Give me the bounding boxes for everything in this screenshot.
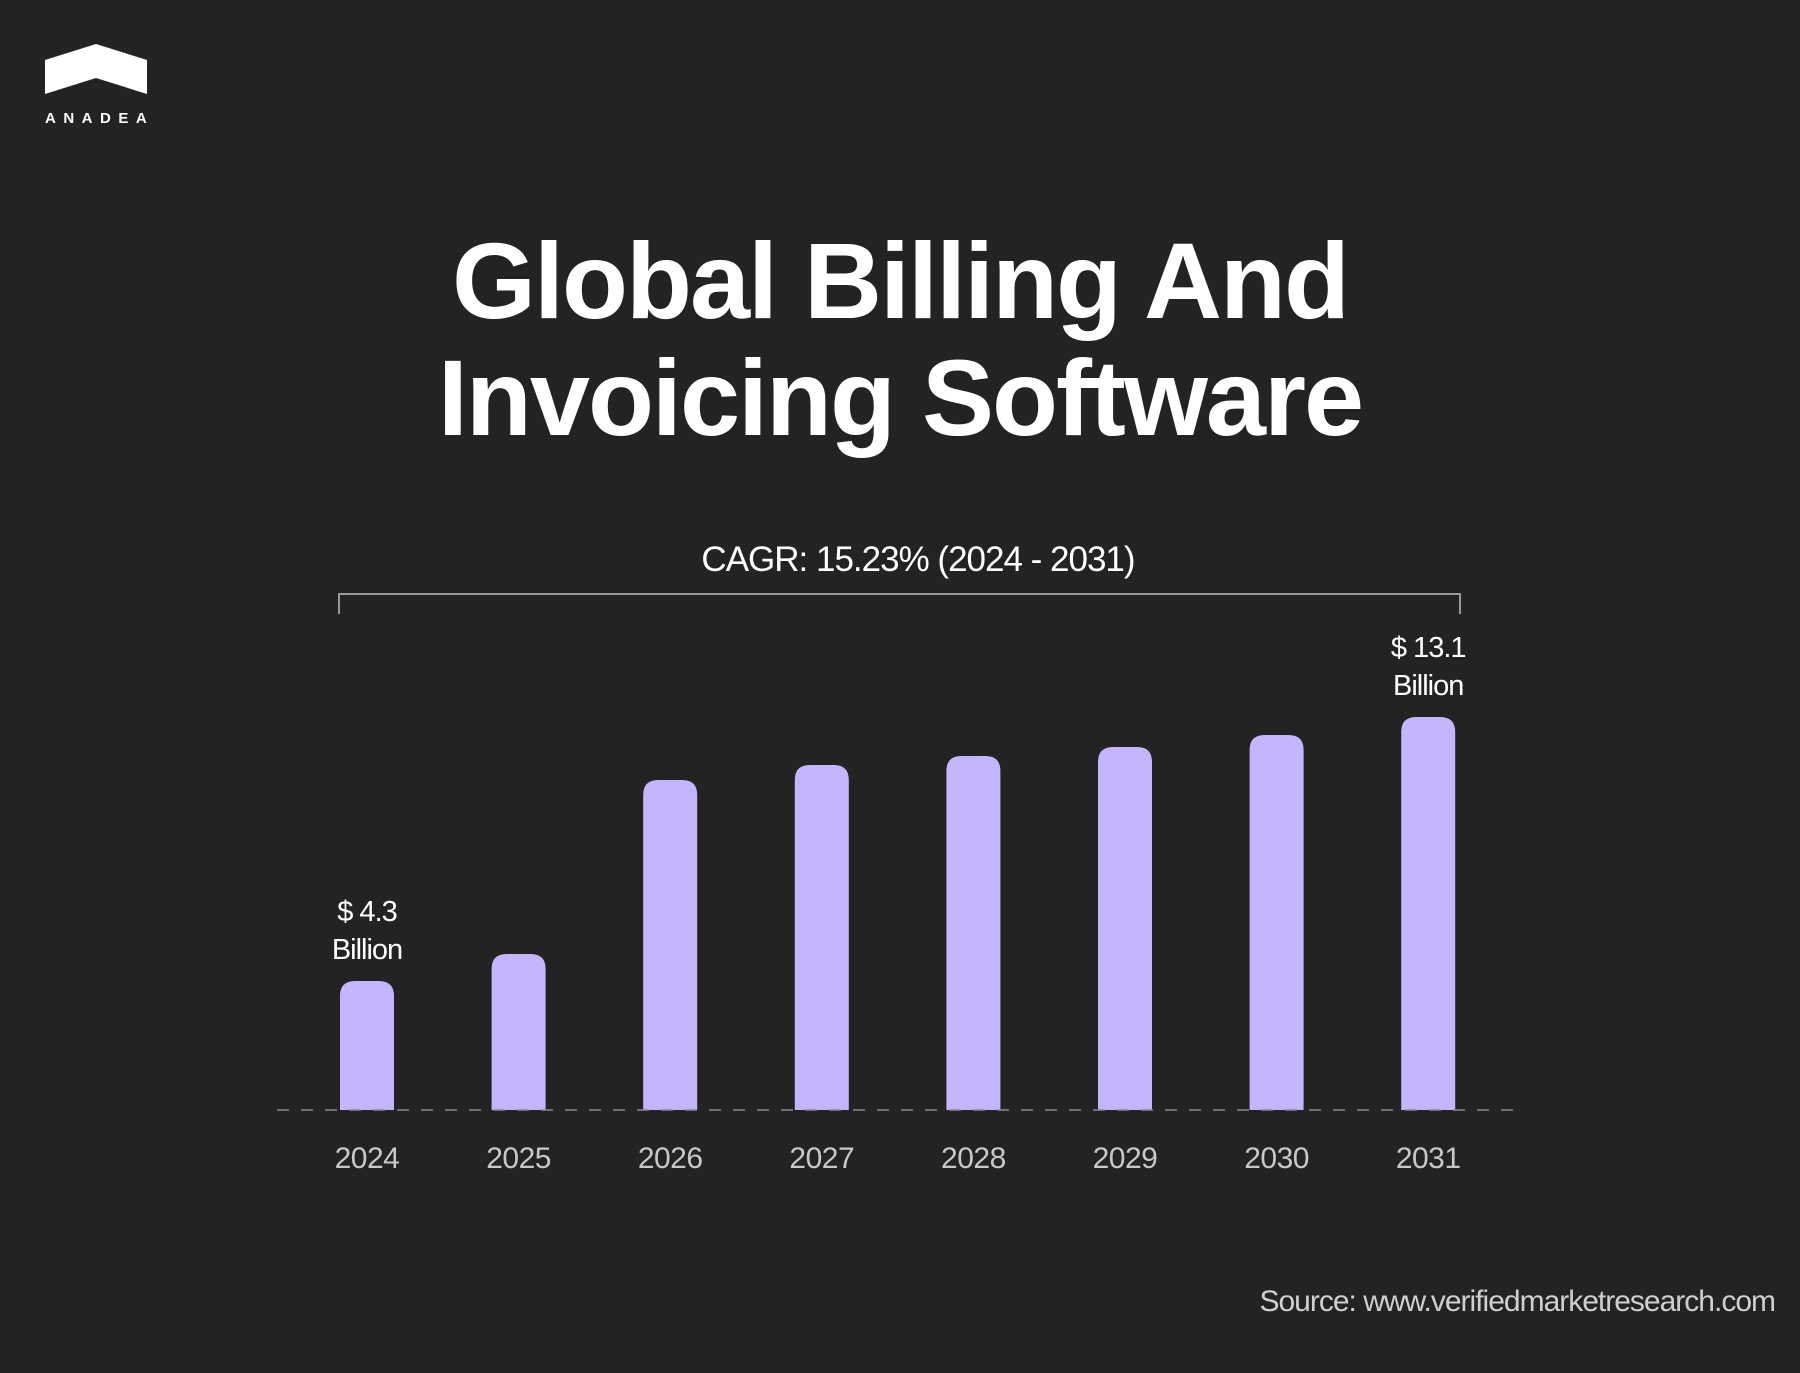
data-label: $ 13.1 (1391, 632, 1466, 664)
brand-name: ANADEA (45, 110, 155, 127)
anadea-logo-icon (45, 44, 147, 94)
page-title: Global Billing And Invoicing Software (0, 222, 1800, 456)
bar-2024 (340, 981, 394, 1110)
x-tick-label: 2024 (335, 1142, 400, 1175)
title-line-2: Invoicing Software (437, 337, 1364, 458)
bar-2025 (491, 954, 546, 1110)
bar-2029 (1098, 747, 1152, 1110)
bar-2031 (1401, 717, 1456, 1110)
x-tick-label: 2031 (1396, 1142, 1461, 1175)
data-label: $ 4.3 (337, 896, 397, 928)
x-tick-label: 2027 (789, 1142, 854, 1175)
bar-2026 (643, 780, 698, 1110)
x-tick-label: 2025 (486, 1142, 551, 1175)
x-tick-label: 2030 (1244, 1142, 1309, 1175)
cagr-bracket (338, 593, 1461, 614)
x-tick-label: 2029 (1093, 1142, 1158, 1175)
bar-2028 (946, 756, 1001, 1110)
x-tick-label: 2026 (638, 1142, 703, 1175)
x-tick-label: 2028 (941, 1142, 1006, 1175)
data-label: Billion (332, 934, 402, 966)
bar-2030 (1249, 735, 1304, 1110)
cagr-label: CAGR: 15.23% (2024 - 2031) (701, 540, 1135, 579)
data-label: Billion (1393, 670, 1463, 702)
source-text: Source: www.verifiedmarketresearch.com (1259, 1285, 1776, 1318)
title-line-1: Global Billing And (452, 220, 1350, 341)
bar-2027 (794, 765, 849, 1110)
